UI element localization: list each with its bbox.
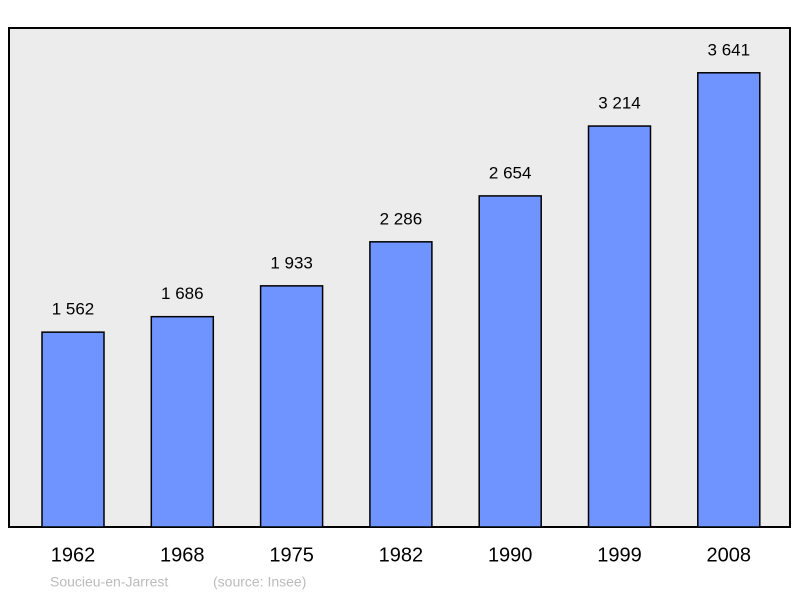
value-label: 1 562	[52, 300, 95, 319]
x-tick-label: 1968	[160, 544, 205, 566]
value-label: 1 933	[270, 253, 313, 272]
x-tick-label: 1962	[51, 544, 96, 566]
value-label: 3 214	[598, 94, 641, 113]
source: (source: Insee)	[213, 574, 306, 590]
value-label: 1 686	[161, 284, 204, 303]
bar	[697, 72, 761, 528]
value-label: 3 641	[708, 40, 751, 59]
bar	[41, 331, 105, 528]
caption: Soucieu-en-Jarrest	[50, 574, 168, 590]
x-tick-label: 1982	[379, 544, 424, 566]
value-label: 2 654	[489, 163, 532, 182]
bar	[259, 285, 324, 528]
bar	[369, 241, 433, 528]
x-tick-label: 2008	[707, 544, 752, 566]
bar	[478, 195, 542, 528]
x-tick-label: 1999	[597, 544, 642, 566]
bar	[587, 125, 652, 528]
x-tick-label: 1990	[488, 544, 533, 566]
value-label: 2 286	[380, 209, 423, 228]
x-tick-label: 1975	[269, 544, 314, 566]
bar	[150, 315, 215, 528]
